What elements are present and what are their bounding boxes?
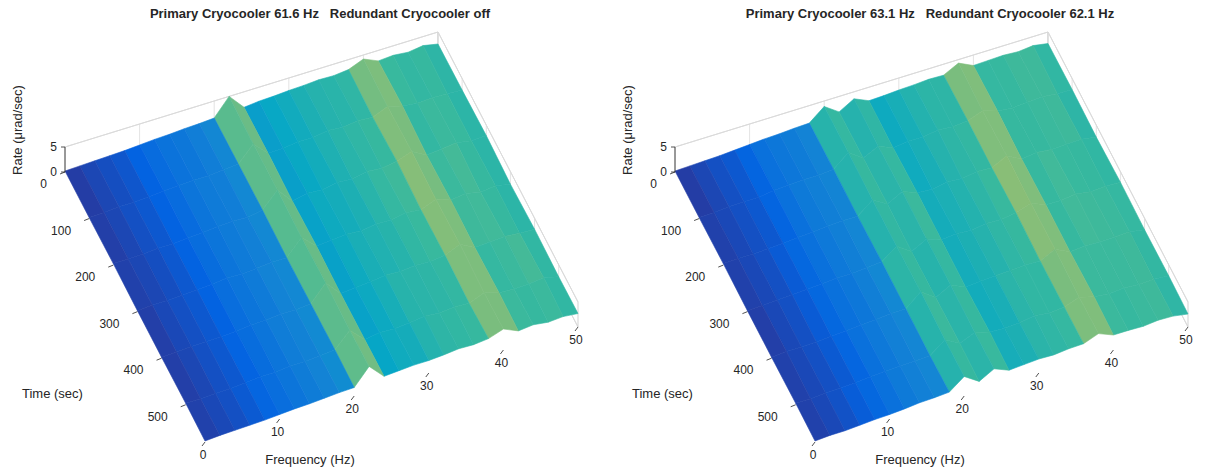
tick-label: 0	[650, 177, 657, 191]
tick	[157, 358, 162, 360]
tick-label: 20	[956, 402, 970, 416]
tick	[671, 147, 675, 148]
tick-label: 400	[124, 363, 144, 377]
tick	[887, 419, 890, 423]
z-axis-title: Rate (μrad/sec)	[10, 85, 25, 175]
axes-box	[65, 32, 578, 327]
tick	[1036, 373, 1039, 377]
tick	[671, 172, 675, 173]
x-axis-title: Frequency (Hz)	[265, 452, 355, 467]
tick-label: 500	[758, 410, 778, 424]
axes: 01020304050010020030040050005	[650, 140, 1193, 462]
tick-label: 300	[99, 317, 119, 331]
tick-label: 0	[660, 165, 667, 179]
surface-cell	[89, 212, 128, 263]
tick-label: 40	[495, 356, 509, 370]
tick	[500, 350, 503, 354]
tick-label: 10	[271, 425, 285, 439]
tick-label: 5	[660, 140, 667, 154]
tick	[961, 396, 964, 400]
tick	[61, 147, 65, 148]
tick-label: 200	[75, 270, 95, 284]
tick-label: 0	[40, 177, 47, 191]
tick	[61, 172, 65, 173]
axes-box	[675, 32, 1188, 327]
surface-cell	[723, 259, 762, 311]
surface	[675, 44, 1188, 442]
surface-cell	[699, 212, 738, 263]
tick	[60, 172, 65, 174]
tick	[812, 442, 815, 446]
tick	[791, 405, 796, 407]
panel: 01020304050010020030040050005Frequency (…	[620, 6, 1193, 467]
surface-cell	[675, 166, 714, 218]
tick	[694, 219, 699, 221]
tick-label: 40	[1105, 356, 1119, 370]
tick-label: 20	[346, 402, 360, 416]
axes: 01020304050010020030040050005	[40, 140, 583, 462]
tick-label: 100	[661, 224, 681, 238]
figure: 01020304050010020030040050005Frequency (…	[0, 0, 1231, 472]
tick-label: 50	[1179, 333, 1193, 347]
surface-cell	[113, 259, 152, 311]
axis-line	[675, 147, 676, 172]
tick-label: 200	[685, 270, 705, 284]
tick-label: 400	[734, 363, 754, 377]
grid-line	[65, 57, 578, 327]
tick-label: 0	[200, 448, 207, 462]
grid-line	[675, 147, 676, 172]
title: Primary Cryocooler 61.6 Hz Redundant Cry…	[150, 6, 491, 21]
title: Primary Cryocooler 63.1 Hz Redundant Cry…	[746, 6, 1115, 21]
tick	[670, 172, 675, 174]
tick	[575, 327, 578, 331]
tick	[718, 265, 723, 267]
surface-cell	[796, 399, 830, 441]
x-axis-title: Frequency (Hz)	[875, 452, 965, 467]
surface-cell	[137, 305, 176, 357]
tick	[426, 373, 429, 377]
tick	[767, 358, 772, 360]
tick-label: 50	[569, 333, 583, 347]
grid-line	[675, 57, 1188, 327]
tick	[108, 265, 113, 267]
tick-label: 100	[51, 224, 71, 238]
tick	[202, 442, 205, 446]
surface-cell	[65, 166, 104, 218]
tick-label: 0	[810, 448, 817, 462]
tick-label: 10	[881, 425, 895, 439]
tick-label: 300	[709, 317, 729, 331]
tick-label: 0	[50, 165, 57, 179]
z-axis-title: Rate (μrad/sec)	[620, 85, 635, 175]
tick	[1110, 350, 1113, 354]
tick-label: 5	[50, 140, 57, 154]
tick	[1185, 327, 1188, 331]
tick	[181, 405, 186, 407]
surface	[65, 44, 578, 441]
grid-line	[65, 147, 66, 172]
surface-cell	[162, 352, 201, 403]
surface-cell	[772, 352, 811, 404]
tick-label: 500	[148, 410, 168, 424]
tick	[132, 312, 137, 314]
y-axis-title: Time (sec)	[22, 386, 83, 401]
y-axis-title: Time (sec)	[632, 386, 693, 401]
tick	[84, 219, 89, 221]
tick-label: 30	[1030, 379, 1044, 393]
panel: 01020304050010020030040050005Frequency (…	[10, 6, 583, 467]
tick-label: 30	[420, 379, 434, 393]
surface-cell	[186, 399, 220, 441]
tick	[351, 396, 354, 400]
axis-line	[65, 147, 66, 172]
surface-cell	[747, 306, 786, 358]
tick	[742, 312, 747, 314]
back-wall	[675, 32, 1048, 172]
tick	[277, 419, 280, 423]
